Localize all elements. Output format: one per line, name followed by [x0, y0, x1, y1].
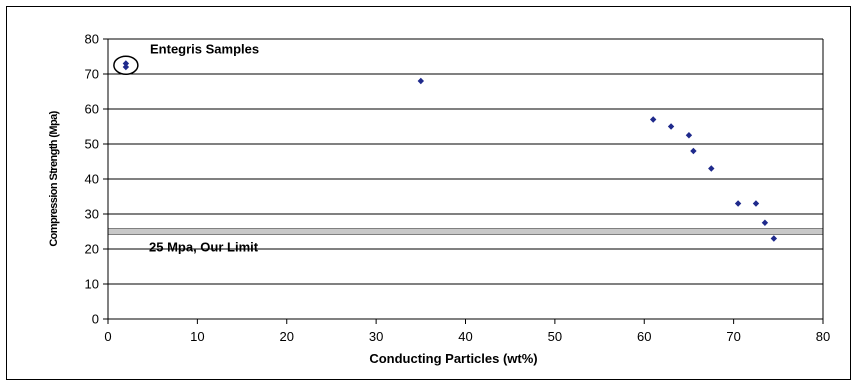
x-axis-title: Conducting Particles (wt%) [369, 351, 537, 366]
data-point [649, 116, 657, 123]
y-tick-label: 30 [85, 207, 99, 222]
data-point [122, 63, 130, 71]
y-tick-label: 20 [85, 242, 99, 257]
data-point [708, 165, 715, 172]
x-tick-label: 80 [816, 329, 830, 344]
x-tick-label: 20 [280, 329, 294, 344]
data-point [734, 200, 742, 207]
data-point [685, 132, 693, 139]
x-tick-label: 50 [548, 329, 562, 344]
data-points [122, 60, 778, 242]
x-tick-label: 40 [458, 329, 472, 344]
data-point [122, 60, 130, 67]
x-tick-label: 0 [104, 329, 111, 344]
data-point [770, 235, 778, 242]
y-tick-label: 70 [85, 67, 99, 82]
y-tick-label: 50 [85, 137, 99, 152]
data-point [667, 123, 675, 130]
data-point [752, 200, 760, 207]
y-tick-label: 0 [92, 312, 99, 327]
axes [103, 38, 824, 324]
y-tick-label: 40 [85, 172, 99, 187]
chart-frame [6, 6, 851, 380]
y-tick-label: 60 [85, 102, 99, 117]
x-tick-label: 60 [637, 329, 651, 344]
y-tick-label: 80 [85, 32, 99, 47]
x-tick-label: 30 [369, 329, 383, 344]
entegris-label: Entegris Samples [150, 42, 259, 57]
entegris-circle [113, 55, 139, 75]
x-tick-label: 70 [726, 329, 740, 344]
y-axis-title: Compression Strength (Mpa) [48, 110, 60, 246]
data-point [690, 147, 697, 155]
annotations: Entegris Samples [113, 42, 259, 75]
gridlines [108, 38, 823, 285]
x-tick-label: 10 [190, 329, 204, 344]
y-tick-label: 10 [85, 277, 99, 292]
data-point [417, 77, 425, 85]
reference-line-group: 25 Mpa, Our Limit [107, 228, 824, 255]
data-point [761, 219, 769, 226]
limit-label: 25 Mpa, Our Limit [149, 240, 259, 255]
tick-labels: 0 10 20 30 40 50 60 70 80 0 10 20 30 40 50 60 70 80 [85, 32, 831, 345]
limit-line [107, 228, 824, 235]
